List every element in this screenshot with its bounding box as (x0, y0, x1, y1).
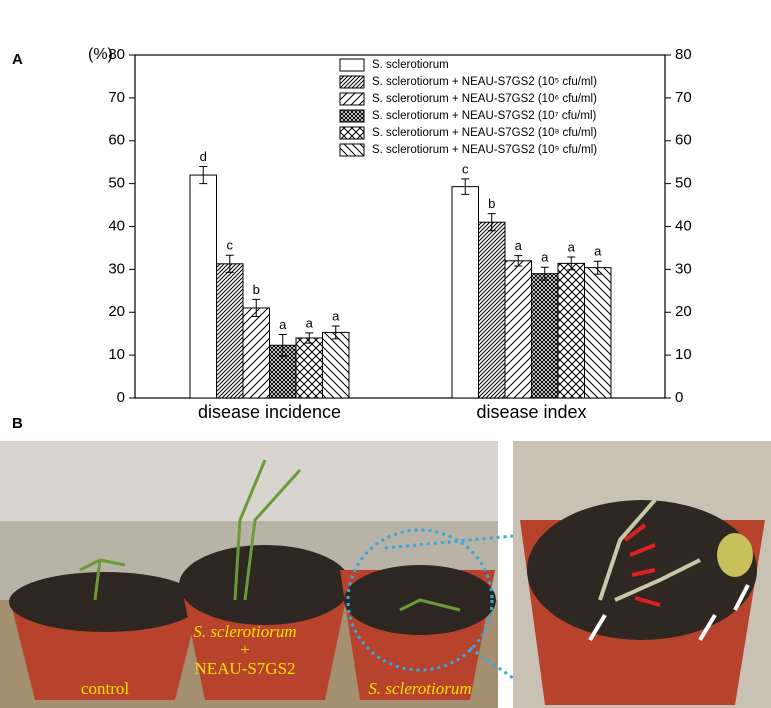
significance-letter: a (541, 250, 549, 265)
legend-swatch (339, 109, 365, 123)
plant (598, 498, 701, 602)
y-tick-label: 80 (108, 46, 125, 63)
bar (584, 267, 612, 399)
photo-right (513, 441, 771, 708)
plant (79, 459, 461, 612)
photo-label: S. sclerotiorum (193, 622, 296, 641)
y-tick-label: 60 (108, 132, 125, 149)
y2-tick-label: 0 (675, 389, 683, 406)
error-bar (487, 213, 496, 232)
white-arrow (588, 584, 750, 642)
photo-label: NEAU-S7GS2 (194, 659, 295, 678)
error-bar (514, 255, 523, 267)
significance-letter: a (279, 317, 287, 332)
x-tick-label: disease incidence (198, 402, 341, 422)
y2-tick-label: 70 (675, 89, 692, 106)
bar (557, 262, 585, 399)
photo-label: control (81, 679, 129, 698)
y2-tick-label: 40 (675, 217, 692, 234)
y-tick-label: 40 (108, 217, 125, 234)
error-bar (225, 254, 234, 273)
legend-label: S. sclerotiorum + NEAU-S7GS2 (10⁸ cfu/ml… (372, 127, 597, 139)
y-axis-label: (%) (88, 46, 113, 63)
photo-label: + (240, 640, 250, 659)
y2-tick-label: 60 (675, 132, 692, 149)
y-tick-label: 30 (108, 260, 125, 277)
red-arrow (623, 523, 661, 607)
legend-swatch (339, 75, 365, 89)
bar (322, 331, 350, 399)
significance-letter: c (227, 238, 234, 253)
y2-tick-label: 50 (675, 175, 692, 192)
photo-wall (0, 441, 498, 521)
significance-letter: b (253, 282, 260, 297)
bar (451, 186, 479, 399)
legend-swatch (339, 58, 365, 72)
legend-swatch (339, 126, 365, 140)
bar (504, 260, 532, 399)
legend-label: S. sclerotiorum + NEAU-S7GS2 (10⁶ cfu/ml… (372, 93, 597, 105)
bar (216, 263, 244, 399)
bar (478, 221, 506, 399)
zoom-line (384, 534, 514, 680)
y2-tick-label: 20 (675, 303, 692, 320)
significance-letter: a (306, 315, 314, 330)
leaf (717, 533, 753, 577)
significance-letter: a (594, 244, 602, 259)
y-tick-label: 70 (108, 89, 125, 106)
panel-label: B (12, 415, 23, 432)
significance-letter: a (332, 308, 340, 323)
y2-tick-label: 80 (675, 46, 692, 63)
error-bar (331, 325, 340, 340)
error-bar (305, 332, 314, 344)
legend-swatch (339, 92, 365, 106)
error-bar (593, 260, 602, 275)
error-bar (278, 334, 287, 357)
photo-left: control S. sclerotiorum + NEAU-S7GS2 S. … (0, 441, 498, 708)
significance-letter: b (488, 196, 495, 211)
error-bar (252, 298, 261, 318)
bar (295, 337, 323, 399)
significance-letter: c (462, 161, 469, 176)
photo-label: S. sclerotiorum (368, 679, 471, 698)
legend-swatch (339, 143, 365, 157)
bar (189, 174, 217, 399)
error-bar (199, 165, 208, 185)
error-bar (567, 256, 576, 271)
y-tick-label: 10 (108, 346, 125, 363)
significance-letter: a (568, 239, 576, 254)
significance-letter: d (200, 149, 207, 164)
soil (9, 572, 201, 632)
error-bar (540, 266, 549, 281)
legend-label: S. sclerotiorum + NEAU-S7GS2 (10⁹ cfu/ml… (372, 144, 597, 156)
legend-label: S. sclerotiorum + NEAU-S7GS2 (10⁵ cfu/ml… (372, 76, 597, 88)
legend-box (333, 57, 645, 159)
zoom-ellipse (346, 528, 494, 672)
legend-label: S. sclerotiorum + NEAU-S7GS2 (10⁷ cfu/ml… (372, 110, 596, 122)
error-bar (461, 178, 470, 195)
legend-label: S. sclerotiorum (372, 59, 449, 71)
y2-tick-label: 10 (675, 346, 692, 363)
y-tick-label: 20 (108, 303, 125, 320)
soil (179, 545, 351, 625)
y-tick-label: 50 (108, 175, 125, 192)
soil (527, 500, 757, 640)
significance-letter: a (515, 238, 523, 253)
bar (531, 273, 559, 399)
y2-tick-label: 30 (675, 260, 692, 277)
bar (242, 307, 270, 399)
y-tick-label: 0 (117, 389, 125, 406)
panel-label: A (12, 51, 23, 68)
x-tick-label: disease index (476, 402, 586, 422)
